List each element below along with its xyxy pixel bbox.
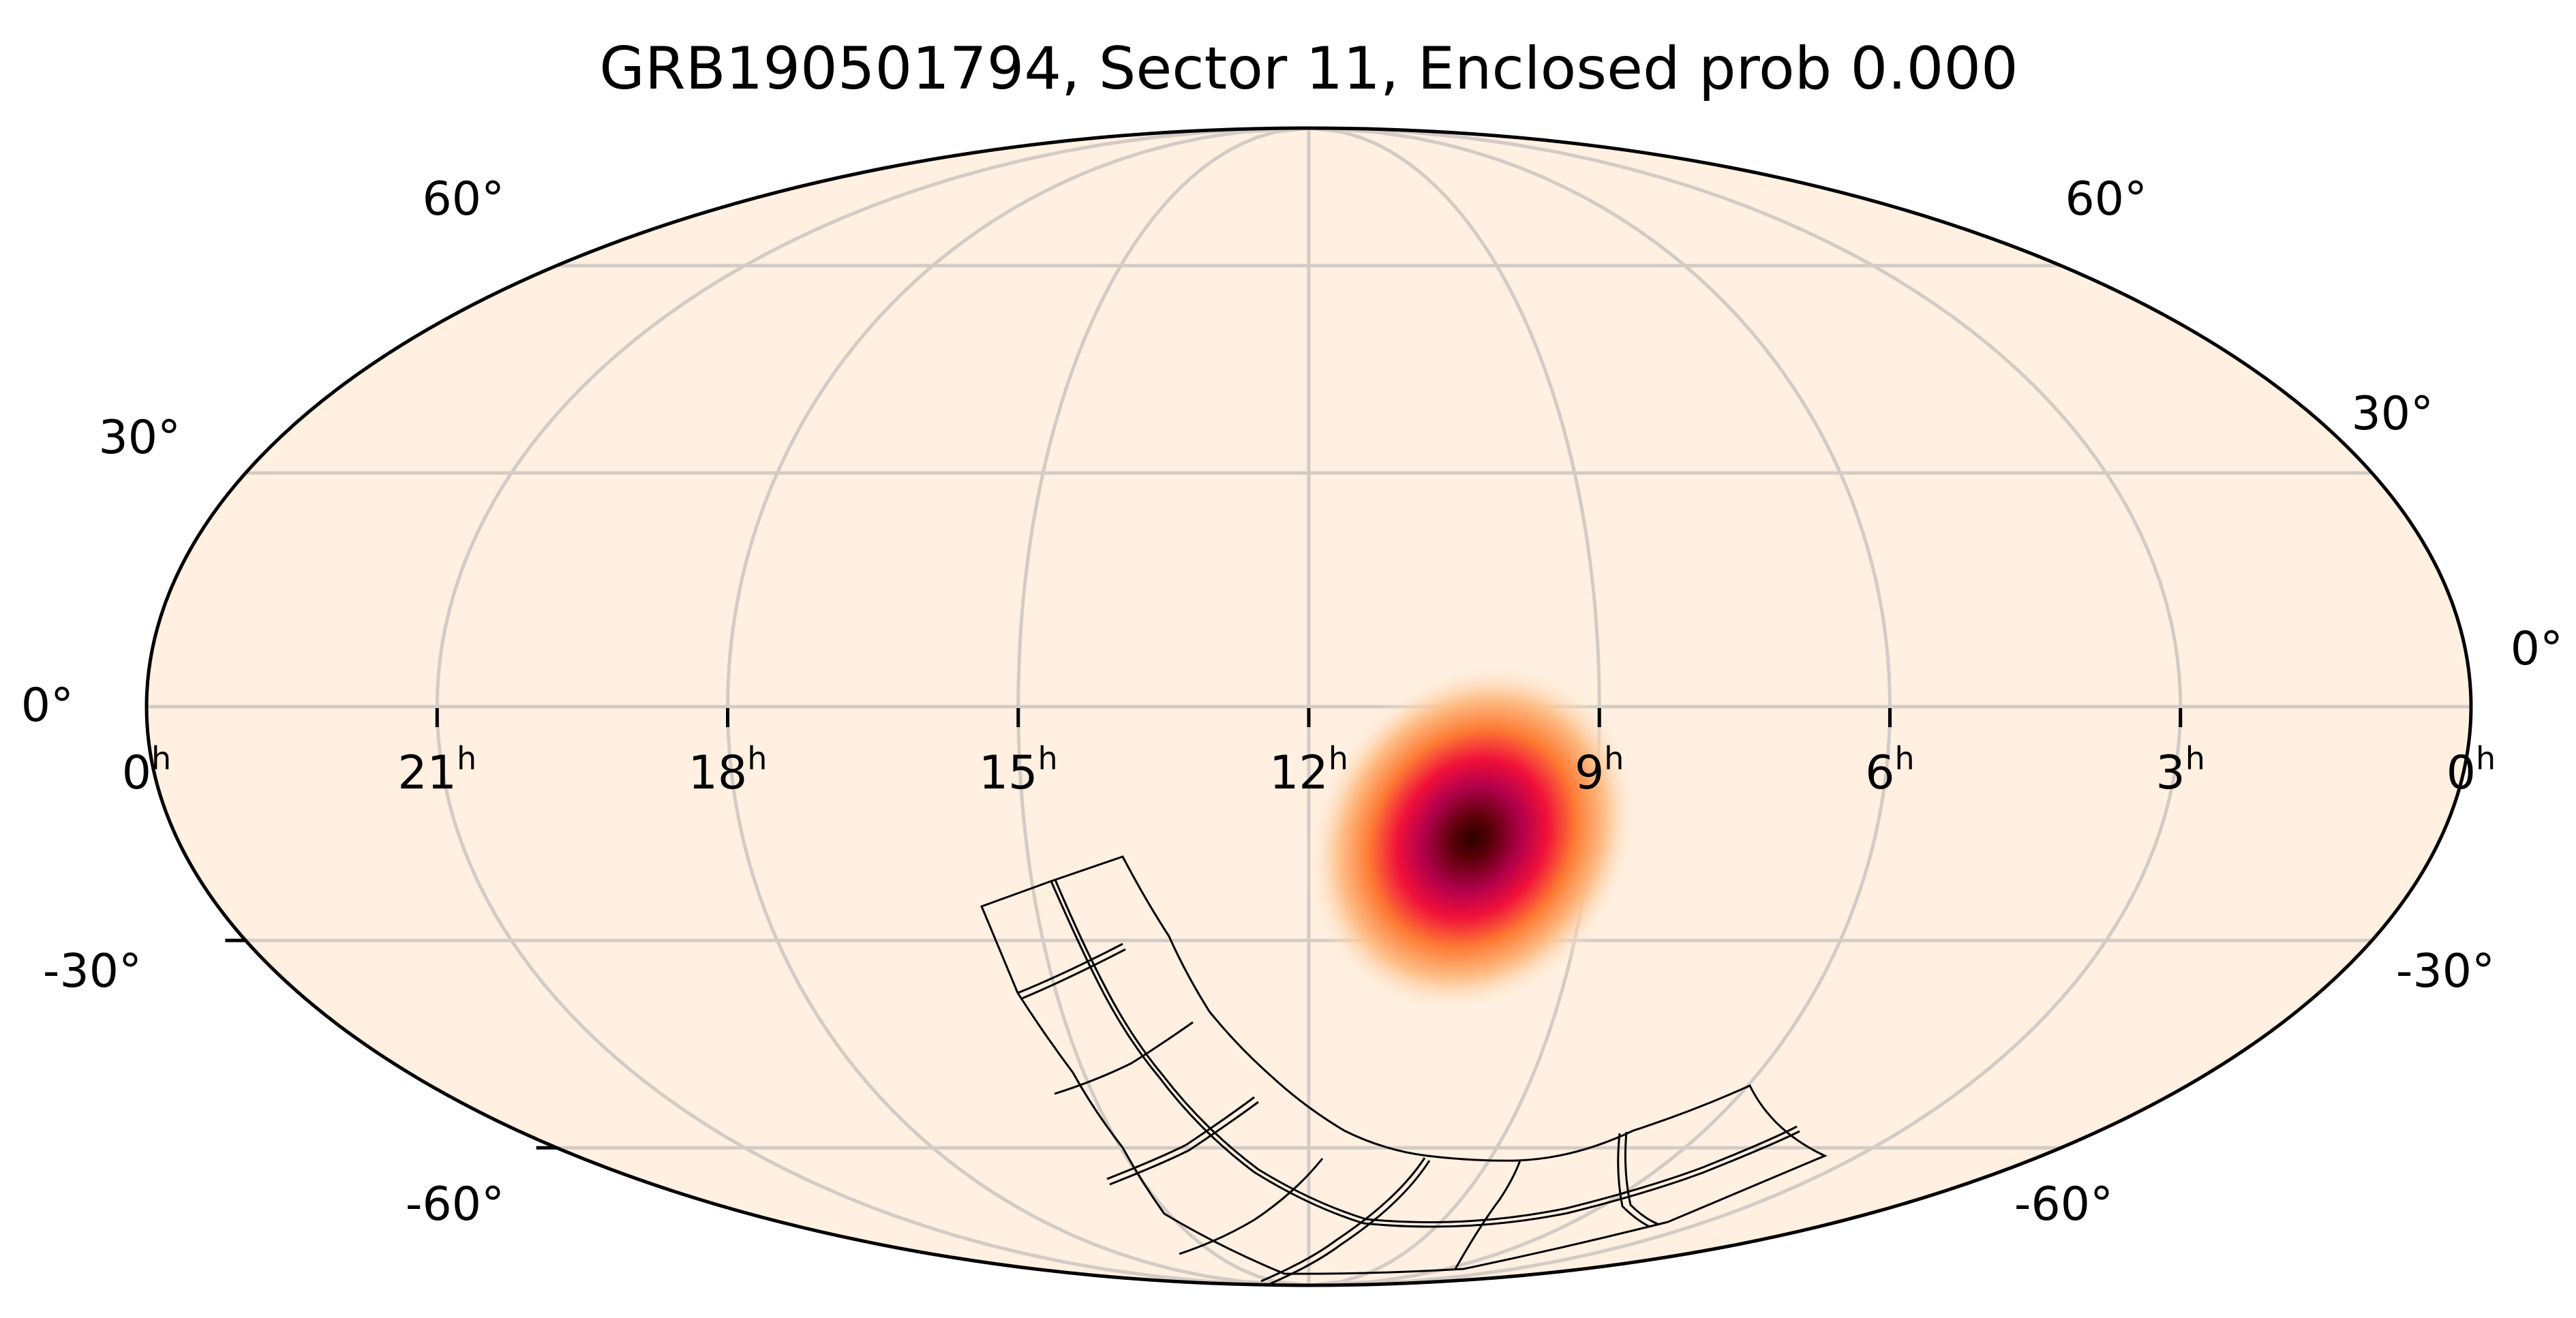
dec-tick-label-right: 60°: [2065, 172, 2147, 226]
dec-tick-label-right: -30°: [2396, 945, 2495, 998]
footprint-inner-seam-2: [1054, 879, 1798, 1223]
footprint-ccd-line: [1020, 948, 1126, 1000]
ra-gridline: [1308, 128, 2183, 1285]
ra-axis: 0h 21h 18h 15h 12h 9h 6h 3h 0h: [122, 708, 2496, 800]
ra-gridline: [435, 128, 1309, 1285]
chart-title: GRB190501794, Sector 11, Enclosed prob 0…: [599, 35, 2018, 103]
footprint-ccd-line: [1260, 1157, 1426, 1283]
footprint-ccd-line: [1109, 1101, 1259, 1186]
footprint-outer-edge: [980, 855, 1828, 1275]
dec-tick-label-right: 0°: [2511, 622, 2563, 676]
ra-gridline: [725, 128, 1309, 1285]
footprint-inner-seam: [1050, 880, 1800, 1228]
dec-tick-label-right: 30°: [2351, 387, 2434, 441]
dec-tick-label-left: -30°: [43, 945, 142, 998]
ra-tick-label: 18h: [688, 740, 768, 800]
footprint-ccd-line: [1179, 1158, 1324, 1255]
ra-tick-label: 21h: [397, 740, 476, 800]
dec-tick-label-left: 30°: [98, 411, 181, 465]
ra-tick-label: 0h: [122, 740, 171, 800]
probability-blob: [1306, 662, 1639, 1014]
ra-gridline: [1016, 128, 1309, 1285]
coordinate-grid: [147, 128, 2471, 1285]
footprint-ccd-line: [1054, 1021, 1194, 1095]
dec-tick-label-right: -60°: [2014, 1178, 2113, 1231]
ra-tick-label: 0h: [2446, 740, 2496, 800]
ra-tick-label: 15h: [979, 740, 1058, 800]
footprint-ccd-line: [1617, 1133, 1650, 1228]
footprint-ccd-line: [1624, 1131, 1658, 1225]
sky-frame: [145, 126, 2473, 1287]
footprint-ccd-line: [1017, 942, 1123, 994]
ra-gridline: [1308, 128, 1892, 1285]
dec-tick-label-left: 0°: [21, 679, 74, 733]
footprint-ccd-line: [1264, 1160, 1431, 1287]
ra-tick-label: 12h: [1269, 740, 1348, 800]
ra-tick-label: 9h: [1575, 740, 1624, 800]
dec-tick-label-left: -60°: [406, 1178, 504, 1231]
tess-footprint: [980, 855, 1828, 1287]
ra-tick-label: 3h: [2156, 740, 2205, 800]
dec-tick-label-left: 60°: [422, 172, 504, 226]
footprint-ccd-line: [1106, 1096, 1255, 1180]
dec-axis: 60° 30° 0° -30° -60° 60° 30° 0° -30° -60°: [21, 172, 2563, 1231]
footprint-ccd-line: [1454, 1160, 1521, 1270]
ra-tick-label: 6h: [1865, 740, 1914, 800]
